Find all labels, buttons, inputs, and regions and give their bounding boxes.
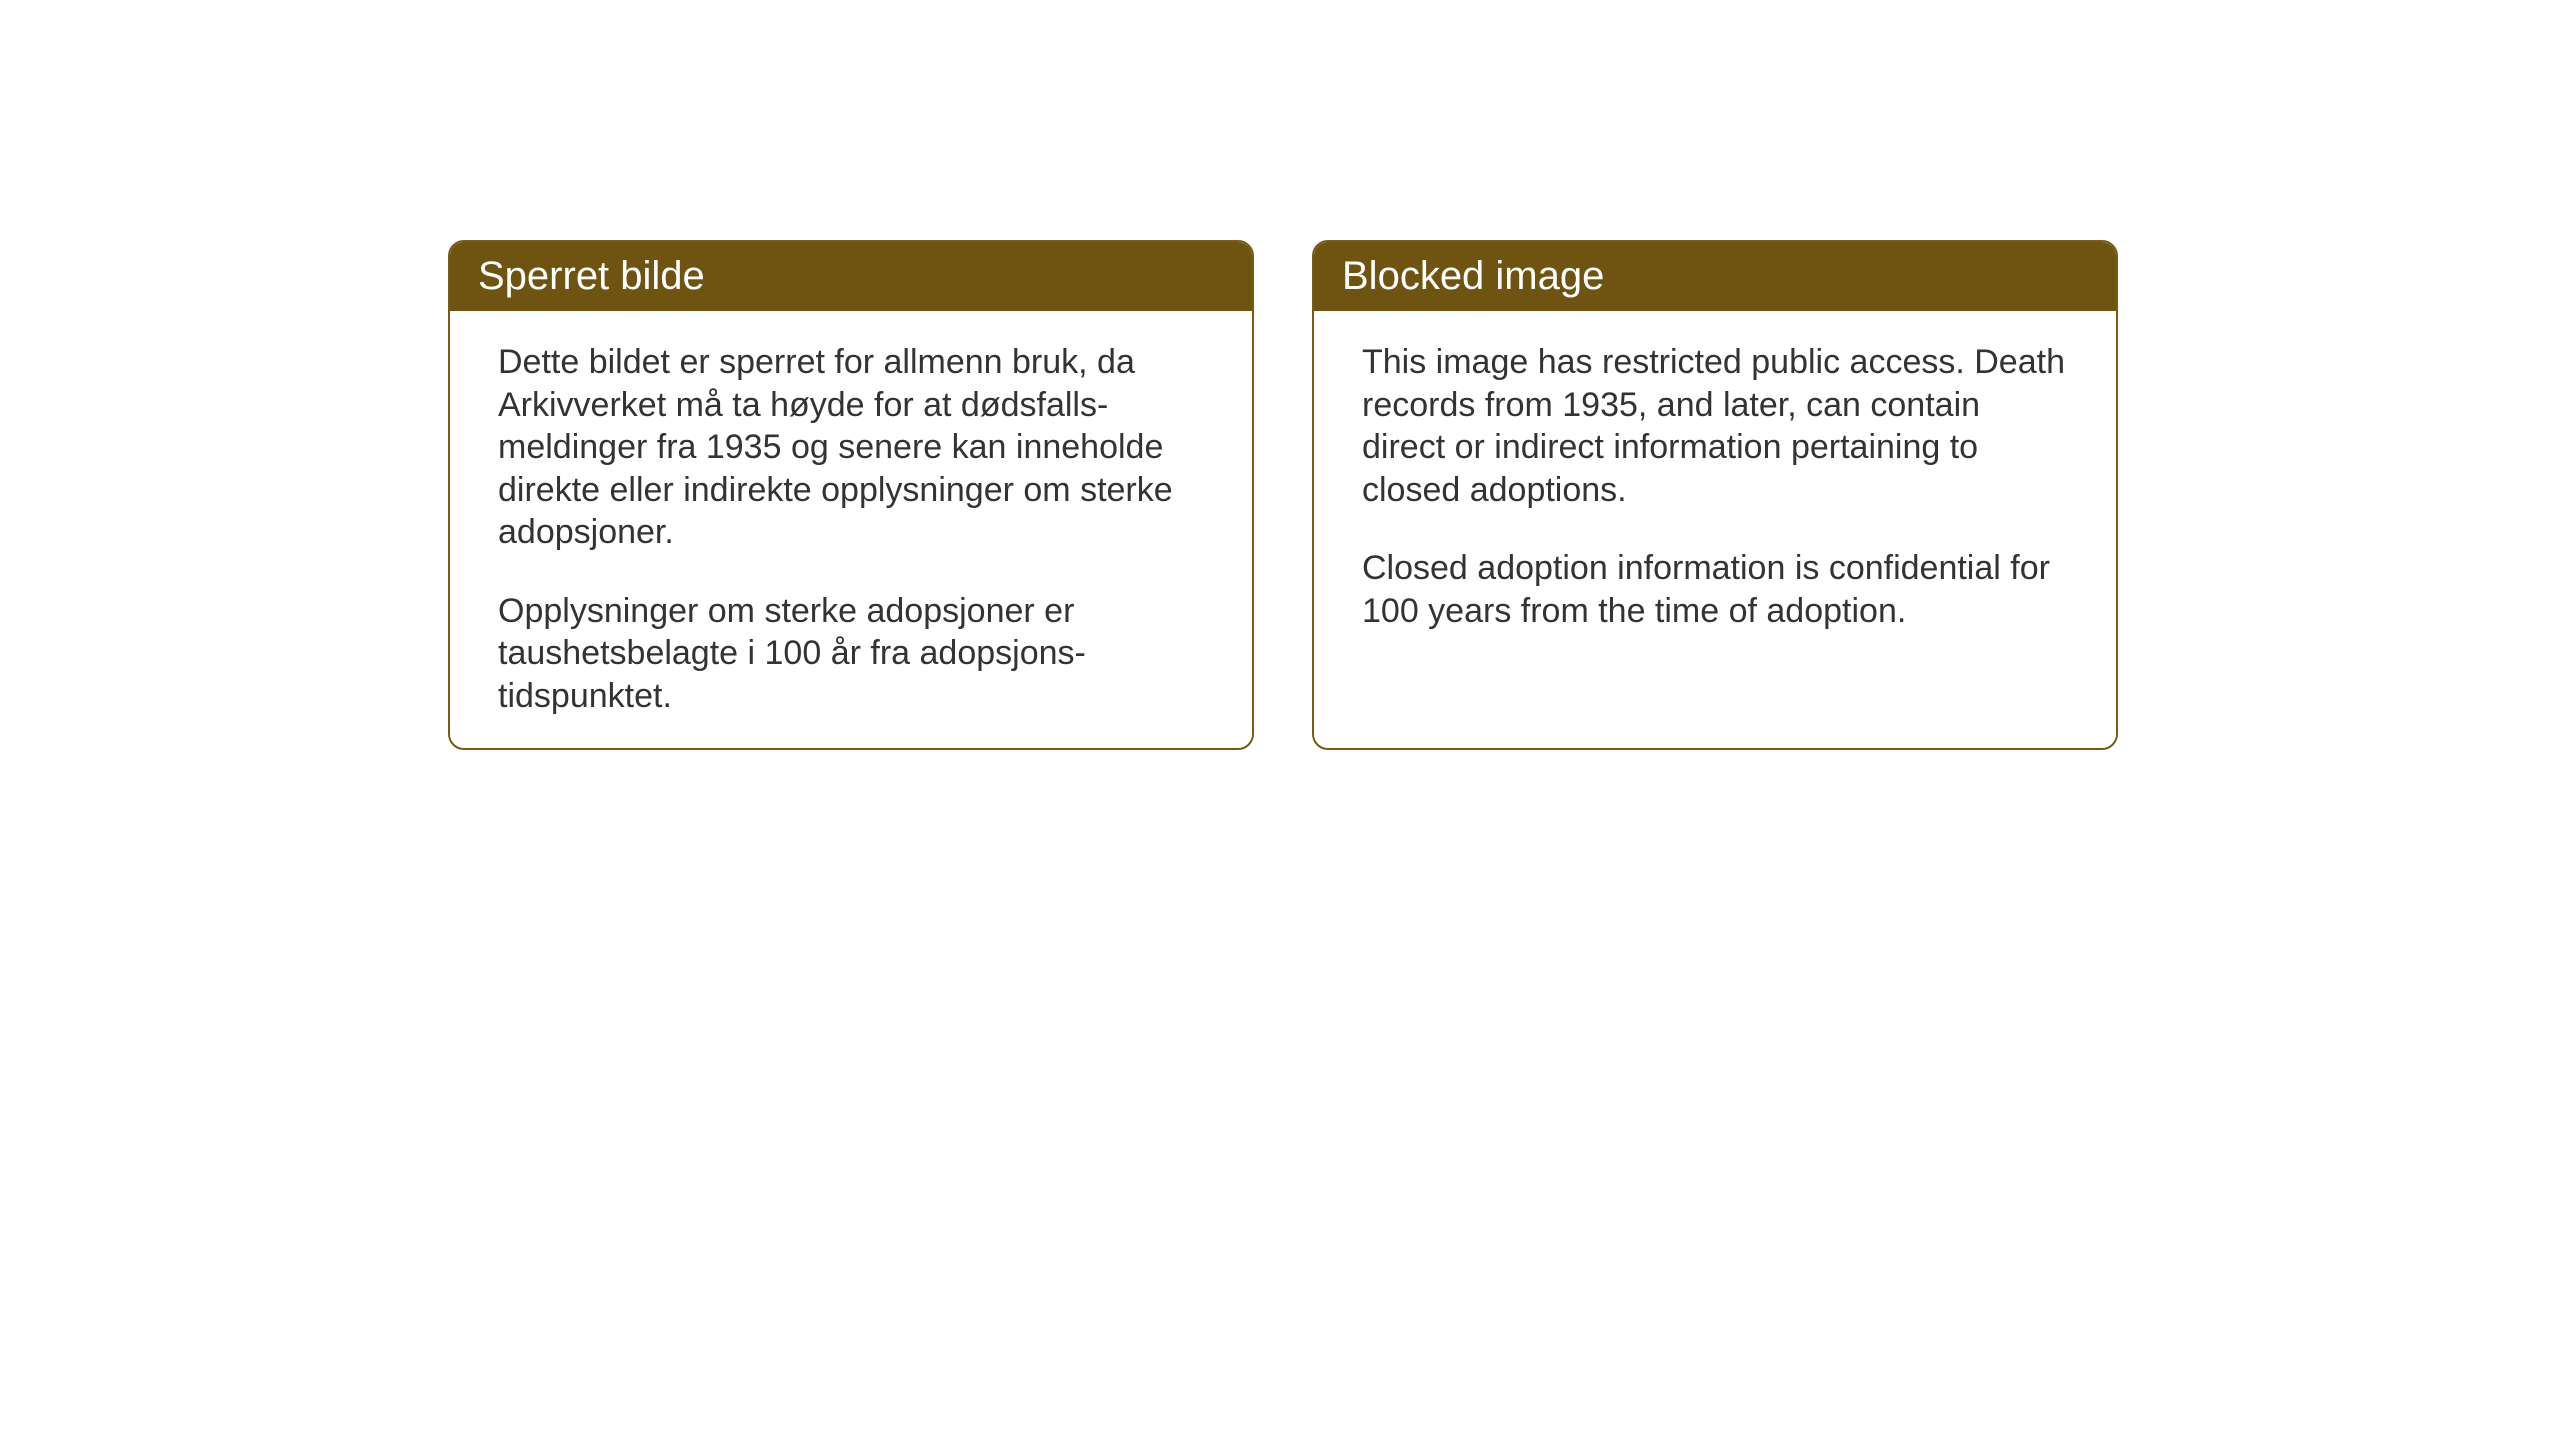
norwegian-card-title: Sperret bilde bbox=[450, 242, 1252, 311]
english-card-body: This image has restricted public access.… bbox=[1314, 311, 2116, 662]
english-card-title: Blocked image bbox=[1314, 242, 2116, 311]
english-paragraph-1: This image has restricted public access.… bbox=[1362, 341, 2068, 511]
norwegian-paragraph-2: Opplysninger om sterke adopsjoner er tau… bbox=[498, 590, 1204, 718]
norwegian-notice-card: Sperret bilde Dette bildet er sperret fo… bbox=[448, 240, 1254, 750]
norwegian-paragraph-1: Dette bildet er sperret for allmenn bruk… bbox=[498, 341, 1204, 554]
notice-container: Sperret bilde Dette bildet er sperret fo… bbox=[448, 240, 2118, 750]
english-paragraph-2: Closed adoption information is confident… bbox=[1362, 547, 2068, 632]
english-notice-card: Blocked image This image has restricted … bbox=[1312, 240, 2118, 750]
norwegian-card-body: Dette bildet er sperret for allmenn bruk… bbox=[450, 311, 1252, 747]
